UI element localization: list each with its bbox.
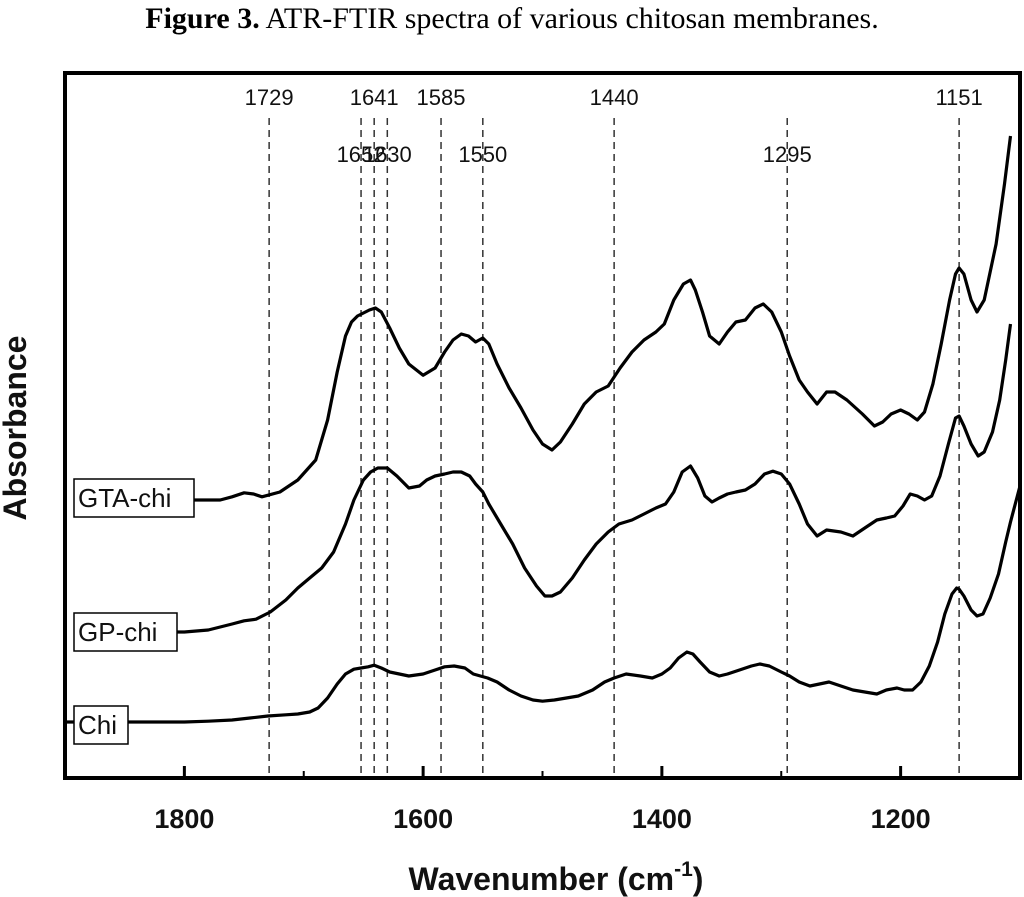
x-axis-title-main: Wavenumber (cm [409, 861, 675, 897]
peak-label-1729: 1729 [245, 85, 294, 110]
peak-lines [268, 118, 960, 776]
series-label-chi: Chi [78, 710, 117, 740]
series-line-gp-chi [148, 323, 1013, 634]
figure-caption: Figure 3. ATR-FTIR spectra of various ch… [0, 2, 1024, 36]
x-tick-label-1800: 1800 [154, 804, 214, 834]
x-axis-title-close: ) [693, 861, 704, 897]
series-group [65, 135, 1022, 724]
series-line-chi [65, 485, 1022, 724]
caption-prefix: Figure 3. [145, 2, 260, 35]
x-tick-label-1200: 1200 [871, 804, 931, 834]
peak-label-1652: 1652 [337, 142, 386, 167]
peak-label-1151: 1151 [935, 85, 982, 110]
peak-label-1550: 1550 [458, 142, 507, 167]
series-label-box-chi [73, 705, 129, 745]
peak-label-1630: 1630 [363, 142, 412, 167]
peak-label-1295: 1295 [763, 142, 812, 167]
series-labels: GTA-chi GP-chi Chi [73, 478, 195, 745]
series-label-gp-chi: GP-chi [78, 617, 157, 647]
x-tick-label-1400: 1400 [632, 804, 692, 834]
series-label-box-gta-chi [73, 478, 195, 518]
caption-text: ATR-FTIR spectra of various chitosan mem… [259, 2, 879, 35]
peak-label-1641: 1641 [350, 85, 399, 110]
peak-label-1440: 1440 [590, 85, 639, 110]
x-tick-label-1600: 1600 [393, 804, 453, 834]
x-ticks: 1800 1600 1400 1200 [64, 766, 1021, 834]
peak-label-1585: 1585 [417, 85, 466, 110]
x-axis-title: Wavenumber (cm-1) [409, 858, 704, 897]
series-label-box-gp-chi [73, 612, 178, 652]
x-axis-title-superscript: -1 [674, 858, 693, 881]
y-axis-title: Absorbance [0, 336, 33, 521]
series-line-gta-chi [124, 135, 1013, 502]
series-label-gta-chi: GTA-chi [78, 483, 171, 513]
